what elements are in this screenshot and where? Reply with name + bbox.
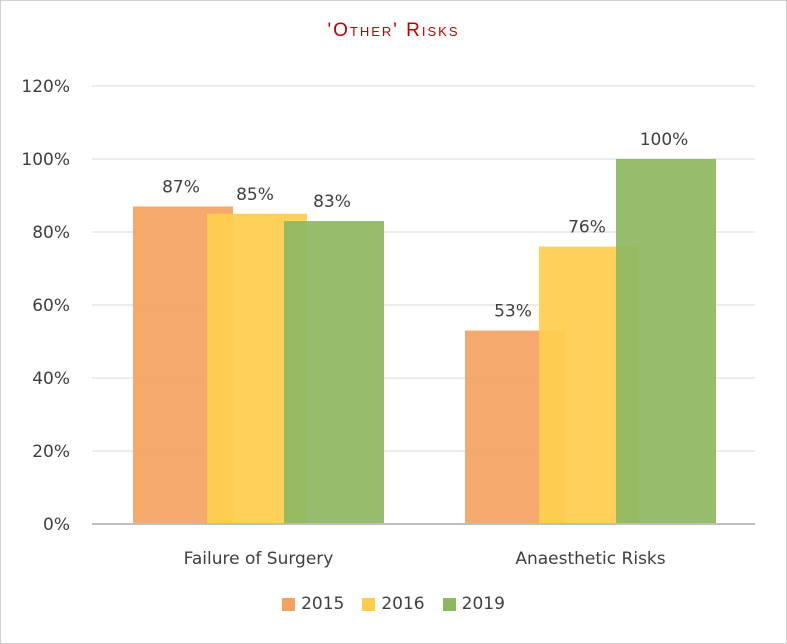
legend-swatch-2015 [282, 597, 296, 611]
x-category-label: Anaesthetic Risks [515, 549, 665, 569]
y-tick-label: 60% [32, 296, 70, 316]
legend: 2015 2016 2019 [0, 594, 787, 614]
legend-label-2016: 2016 [381, 594, 425, 614]
legend-item-2019: 2019 [442, 594, 505, 614]
legend-label-2015: 2015 [301, 594, 345, 614]
y-tick-label: 100% [21, 150, 70, 170]
legend-item-2016: 2016 [362, 594, 425, 614]
legend-swatch-2019 [442, 597, 456, 611]
y-tick-label: 80% [32, 223, 70, 243]
legend-swatch-2016 [362, 597, 376, 611]
data-label: 100% [640, 130, 689, 150]
y-tick-label: 20% [32, 442, 70, 462]
data-label: 85% [236, 185, 274, 205]
x-category-label: Failure of Surgery [184, 549, 334, 569]
bar-2019-1 [616, 159, 716, 524]
data-label: 83% [313, 192, 351, 212]
bar-2019-0 [284, 221, 384, 525]
legend-label-2019: 2019 [461, 594, 505, 614]
data-label: 87% [162, 177, 200, 197]
y-tick-label: 120% [21, 77, 70, 97]
chart-title: 'Other' Risks [327, 20, 460, 41]
data-label: 76% [568, 218, 606, 238]
legend-item-2015: 2015 [282, 594, 344, 614]
y-tick-label: 40% [32, 369, 70, 389]
y-tick-label: 0% [43, 515, 70, 535]
data-label: 53% [494, 302, 532, 322]
